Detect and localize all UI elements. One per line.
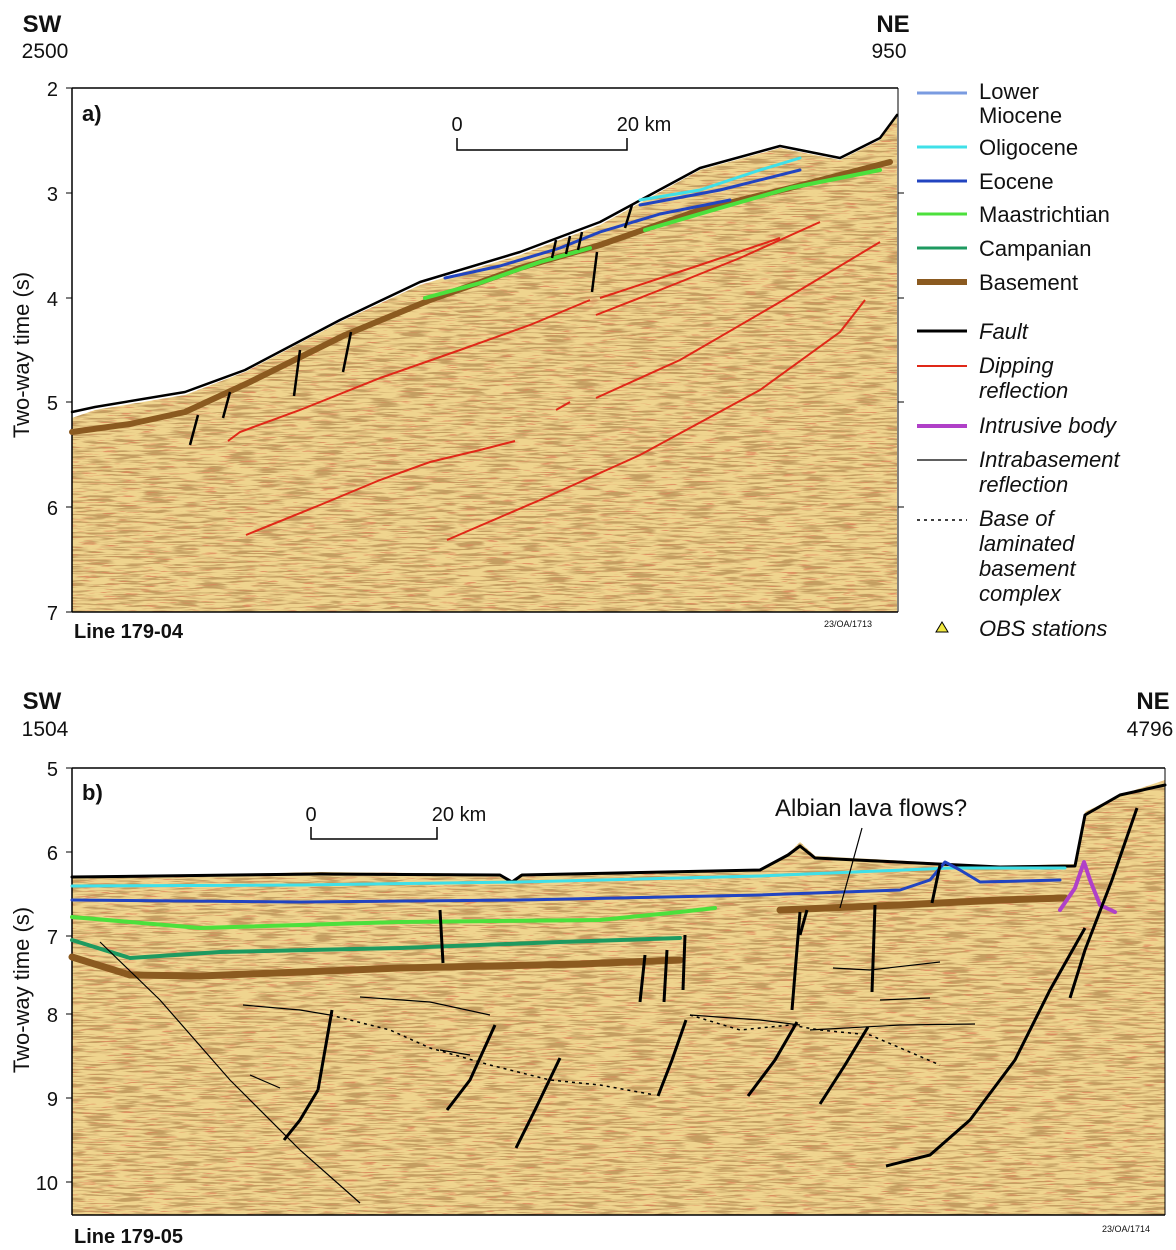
legend-dipping: reflection [979, 378, 1068, 403]
legend-fault: Fault [979, 319, 1029, 344]
eocene-horizon [638, 168, 802, 207]
panel-a-scale-start: 0 [451, 114, 462, 136]
campanian-horizon [70, 936, 682, 960]
panel-b-intrabasement [99, 941, 976, 1204]
legend-obs: OBS stations [979, 616, 1107, 641]
basement-horizon [68, 953, 684, 980]
panel-b-figure-code: 23/OA/1714 [1102, 1224, 1150, 1234]
legend-intrusive: Intrusive body [979, 413, 1118, 438]
legend-maastrichtian: Maastrichtian [979, 202, 1110, 227]
legend-base-laminated: complex [979, 581, 1062, 606]
legend-eocene: Eocene [979, 169, 1054, 194]
panel-a-ytick-label: 6 [47, 498, 58, 520]
legend: Lower Miocene Oligocene Eocene Maastrich… [917, 79, 1121, 641]
panel-b-scale-start: 0 [305, 804, 316, 826]
panel-a-ytick-label: 2 [47, 79, 58, 101]
maastrichtian-horizon [643, 168, 882, 232]
legend-intrabasement: reflection [979, 472, 1068, 497]
panel-a-yaxis-label: Two-way time (s) [9, 272, 34, 438]
maastrichtian-horizon [70, 906, 717, 930]
panel-b-yticks: 5 6 7 8 9 10 [36, 759, 72, 1195]
panel-b-annotation: Albian lava flows? [775, 795, 967, 822]
panel-b-ytick-label: 10 [36, 1173, 58, 1195]
panel-b-base-laminated [329, 1014, 941, 1096]
panel-b-seismic-section [72, 780, 1165, 1215]
panel-a-dipping-reflections [227, 221, 881, 541]
panel-a-scale-bar: 0 20 km [451, 114, 671, 151]
panel-b-cdp-right: 4796 [1127, 718, 1174, 741]
legend-lower-miocene: Lower [979, 79, 1039, 104]
panel-a-label: a) [82, 101, 102, 126]
maastrichtian-horizon [423, 246, 592, 300]
eocene-horizon [70, 860, 1062, 904]
panel-b-ytick-label: 8 [47, 1005, 58, 1027]
legend-lower-miocene: Miocene [979, 103, 1062, 128]
panel-a-sw-label: SW [23, 11, 62, 38]
panel-b-horizons [68, 783, 1167, 980]
oligocene-horizon [638, 156, 802, 202]
panel-b-ytick-label: 7 [47, 927, 58, 949]
panel-a-line-label: Line 179-04 [74, 621, 184, 643]
panel-b-label: b) [82, 780, 103, 805]
panel-a-yticks: 2 3 4 5 6 7 [47, 79, 904, 625]
panel-a-ytick-label: 4 [47, 289, 58, 311]
panel-b-faults [282, 807, 1139, 1168]
panel-a-cdp-left: 2500 [22, 40, 69, 63]
legend-basement: Basement [979, 270, 1078, 295]
oligocene-horizon [70, 866, 1067, 888]
obs-station-icon [935, 621, 949, 633]
panel-a: SW 2500 NE 950 2 3 4 5 6 7 Two-way time … [9, 11, 910, 643]
legend-campanian: Campanian [979, 236, 1092, 261]
panel-a-ytick-label: 7 [47, 603, 58, 625]
seafloor-line [70, 113, 899, 414]
panel-a-ytick-label: 3 [47, 184, 58, 206]
basement-horizon [69, 159, 893, 435]
legend-base-laminated: Base of [979, 506, 1056, 531]
panel-b-line-label: Line 179-05 [74, 1226, 183, 1248]
panel-b-scale-bar: 0 20 km [305, 804, 486, 840]
panel-a-cdp-right: 950 [871, 40, 906, 63]
seafloor-line [70, 783, 1167, 884]
legend-base-laminated: laminated [979, 531, 1075, 556]
panel-b-ytick-label: 9 [47, 1089, 58, 1111]
panel-a-ytick-label: 5 [47, 393, 58, 415]
legend-dipping: Dipping [979, 353, 1054, 378]
legend-intrabasement: Intrabasement [979, 447, 1121, 472]
panel-b-ytick-label: 5 [47, 759, 58, 781]
panel-b-yaxis-label: Two-way time (s) [9, 907, 34, 1073]
panel-b-scale-end: 20 km [432, 804, 486, 826]
panel-a-figure-code: 23/OA/1713 [824, 619, 872, 629]
panel-a-faults [188, 204, 634, 446]
panel-b-annotation-leader [839, 827, 863, 909]
panel-a-scale-end: 20 km [617, 114, 671, 136]
panel-b-ytick-label: 6 [47, 843, 58, 865]
panel-b-sw-label: SW [23, 688, 62, 715]
panel-b-ne-label: NE [1136, 688, 1169, 715]
panel-a-ne-label: NE [876, 11, 909, 38]
panel-b-cdp-left: 1504 [22, 718, 69, 741]
legend-base-laminated: basement [979, 556, 1077, 581]
legend-oligocene: Oligocene [979, 135, 1078, 160]
panel-b: SW 1504 NE 4796 5 6 7 8 9 10 Two-way tim… [9, 688, 1173, 1248]
